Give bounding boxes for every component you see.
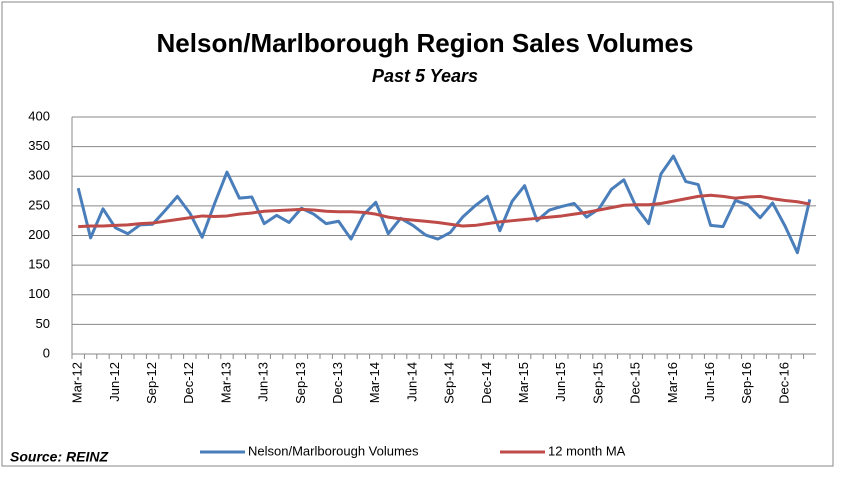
x-tick-label: Dec-14 [479, 362, 494, 404]
x-tick-label: Jun-16 [702, 362, 717, 402]
y-tick-label: 0 [43, 345, 50, 360]
x-tick-label: Dec-16 [776, 362, 791, 404]
x-tick-label: Mar-13 [218, 362, 233, 403]
x-tick-label: Mar-12 [70, 362, 85, 403]
x-tick-label: Jun-15 [553, 362, 568, 402]
x-tick-label: Dec-13 [330, 362, 345, 404]
x-tick-label: Sep-12 [144, 362, 159, 404]
x-tick-label: Dec-12 [181, 362, 196, 404]
x-tick-label: Sep-13 [293, 362, 308, 404]
series-line [76, 154, 812, 255]
x-tick-label: Dec-15 [628, 362, 643, 404]
x-tick-label: Mar-16 [665, 362, 680, 403]
x-tick-label: Sep-14 [442, 362, 457, 404]
x-tick-label: Mar-15 [516, 362, 531, 403]
y-tick-label: 250 [28, 197, 50, 212]
x-tick-label: Jun-12 [107, 362, 122, 402]
chart-border [1, 1, 834, 467]
series-line [78, 193, 811, 229]
source-note: Source: REINZ [10, 449, 108, 465]
chart-subtitle: Past 5 Years [372, 66, 478, 86]
y-tick-label: 200 [28, 227, 50, 242]
y-tick-label: 50 [36, 316, 50, 331]
y-tick-label: 300 [28, 168, 50, 183]
legend-label: Nelson/Marlborough Volumes [248, 443, 419, 458]
x-tick-label: Mar-14 [367, 362, 382, 403]
x-tick-label: Sep-16 [739, 362, 754, 404]
x-tick-label: Sep-15 [590, 362, 605, 404]
legend-label: 12 month MA [548, 443, 626, 458]
x-tick-label: Jun-14 [404, 362, 419, 402]
y-tick-label: 350 [28, 138, 50, 153]
chart-title: Nelson/Marlborough Region Sales Volumes [157, 28, 694, 58]
y-tick-label: 400 [28, 108, 50, 123]
y-tick-label: 100 [28, 286, 50, 301]
y-tick-label: 150 [28, 257, 50, 272]
x-tick-label: Jun-13 [256, 362, 271, 402]
